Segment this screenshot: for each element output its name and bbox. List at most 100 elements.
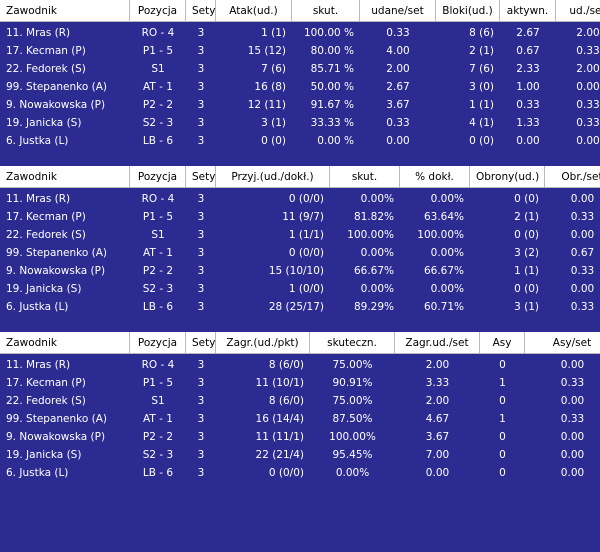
table-cell: 63.64% xyxy=(423,211,464,223)
table-cell: 0.67 xyxy=(570,247,595,259)
table-cell: 22. Fedorek (S) xyxy=(6,229,86,241)
table-cell: 3 xyxy=(197,193,205,205)
table-cell: 11 (10/1) xyxy=(255,377,304,389)
column-header: ud./set xyxy=(556,0,600,22)
table-cell: 3 xyxy=(197,377,205,389)
table-cell: 3 xyxy=(197,449,205,461)
column-header: Bloki(ud.) xyxy=(436,0,500,22)
table-cell: 0.33 xyxy=(576,45,600,57)
table-cell: 3 xyxy=(197,359,205,371)
table-cell: AT - 1 xyxy=(143,413,173,425)
table-cell: 60.71% xyxy=(423,301,464,313)
column-header: Przyj.(ud./dokł.) xyxy=(216,166,330,188)
table-cell: 100.00% xyxy=(347,229,394,241)
table-cell: 2.00 xyxy=(386,63,410,75)
table-cell: 0.00 xyxy=(570,193,595,205)
table-cell: 3 xyxy=(197,211,205,223)
table-cell: 0 xyxy=(499,431,506,443)
table-cell: 1.33 xyxy=(516,117,540,129)
column-header: Sety xyxy=(186,166,216,188)
table-cell: 0 xyxy=(499,395,506,407)
table-cell: 2.67 xyxy=(386,81,410,93)
column-header: Atak(ud.) xyxy=(216,0,292,22)
table-cell: S2 - 3 xyxy=(142,449,174,461)
table-cell: 99. Stepanenko (A) xyxy=(6,413,107,425)
table-cell: 19. Janicka (S) xyxy=(6,449,82,461)
table-cell: RO - 4 xyxy=(141,193,175,205)
table-cell: 11 (9/7) xyxy=(282,211,324,223)
column-header: Sety xyxy=(186,0,216,22)
table-cell: 0 (0) xyxy=(469,135,494,147)
table-cell: 3 (0) xyxy=(469,81,494,93)
table-cell: P2 - 2 xyxy=(142,265,174,277)
table-cell: RO - 4 xyxy=(141,27,175,39)
table-cell: 0 (0/0) xyxy=(268,467,304,479)
table-cell: 11. Mras (R) xyxy=(6,193,71,205)
table-cell: 4.67 xyxy=(425,413,450,425)
table-cell: 3 (2) xyxy=(514,247,539,259)
table-cell: 89.29% xyxy=(353,301,394,313)
table-cell: 3 xyxy=(197,63,205,75)
table-cell: 2.00 xyxy=(425,395,450,407)
table-cell: 3.33 xyxy=(425,377,450,389)
table-cell: P2 - 2 xyxy=(142,431,174,443)
column-header: Sety xyxy=(186,332,216,354)
table-cell: 1 (1) xyxy=(261,27,286,39)
table-cell: 3 xyxy=(197,229,205,241)
table-cell: 50.00 % xyxy=(310,81,354,93)
table-cell: 3 xyxy=(197,45,205,57)
table-cell: 4.00 xyxy=(386,45,410,57)
table-cell: 16 (8) xyxy=(254,81,286,93)
table-cell: 1 xyxy=(499,377,506,389)
table-cell: 0.00% xyxy=(360,193,394,205)
table-cell: 2.67 xyxy=(516,27,540,39)
column-header: skut. xyxy=(330,166,400,188)
table-cell: 6. Justka (L) xyxy=(6,135,69,147)
table-cell: 66.67% xyxy=(353,265,394,277)
column-header: Obrony(ud.) xyxy=(470,166,545,188)
table-cell: 15 (10/10) xyxy=(268,265,324,277)
table-cell: 33.33 % xyxy=(310,117,354,129)
table-cell: 19. Janicka (S) xyxy=(6,117,82,129)
table-cell: 15 (12) xyxy=(247,45,286,57)
table-cell: 3.67 xyxy=(425,431,450,443)
table-cell: 1 xyxy=(499,413,506,425)
table-cell: 1 (0/0) xyxy=(288,283,324,295)
table-cell: 75.00% xyxy=(332,395,373,407)
table-cell: 0.00 xyxy=(516,135,540,147)
table-cell: 0.33 xyxy=(576,117,600,129)
table-cell: 90.91% xyxy=(332,377,373,389)
table-cell: 0.00% xyxy=(430,193,464,205)
table-cell: 0.00 xyxy=(425,467,450,479)
table-cell: 66.67% xyxy=(423,265,464,277)
table-cell: 3 xyxy=(197,81,205,93)
table-cell: 75.00% xyxy=(332,359,373,371)
table-cell: 100.00 % xyxy=(303,27,354,39)
table-cell: 17. Kecman (P) xyxy=(6,45,86,57)
column-header: Zawodnik xyxy=(0,166,130,188)
table-cell: 3.67 xyxy=(386,99,410,111)
table-cell: 7 (6) xyxy=(469,63,494,75)
table-cell: 85.71 % xyxy=(310,63,354,75)
table-cell: 3 (1) xyxy=(514,301,539,313)
column-header: Zawodnik xyxy=(0,0,130,22)
table-cell: 1 (1/1) xyxy=(288,229,324,241)
table-cell: 0.00 xyxy=(576,135,600,147)
table-cell: 0.00 xyxy=(570,229,595,241)
table-cell: 3 xyxy=(197,247,205,259)
table-cell: P2 - 2 xyxy=(142,99,174,111)
table-cell: 3 xyxy=(197,431,205,443)
table-cell: 12 (11) xyxy=(247,99,286,111)
table-cell: 19. Janicka (S) xyxy=(6,283,82,295)
table-cell: 7.00 xyxy=(425,449,450,461)
table-cell: 3 xyxy=(197,395,205,407)
table-cell: 0 xyxy=(499,467,506,479)
table-cell: 9. Nowakowska (P) xyxy=(6,265,106,277)
table-cell: 0.00% xyxy=(430,283,464,295)
table-cell: 3 xyxy=(197,265,205,277)
column-header: skuteczn. xyxy=(310,332,395,354)
table-cell: 28 (25/17) xyxy=(268,301,324,313)
table-cell: 9. Nowakowska (P) xyxy=(6,431,106,443)
table-cell: 0 (0) xyxy=(514,283,539,295)
